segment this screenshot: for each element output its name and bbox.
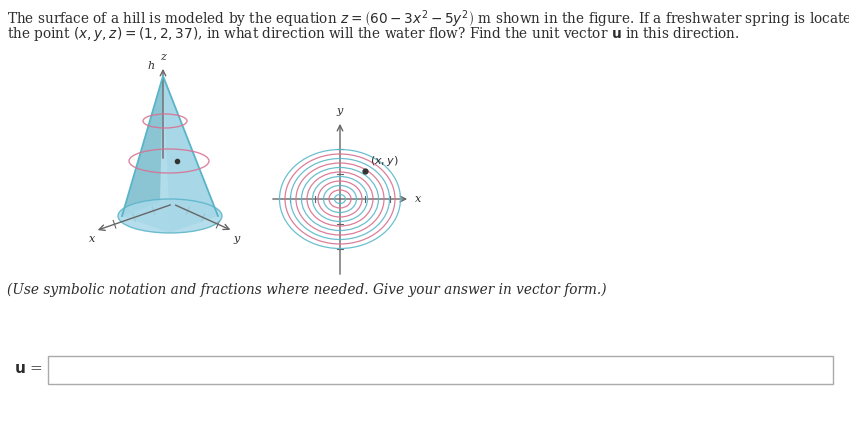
FancyBboxPatch shape — [48, 356, 833, 384]
Text: x: x — [415, 194, 421, 204]
Text: y: y — [337, 106, 343, 116]
Ellipse shape — [118, 199, 222, 233]
Text: h: h — [148, 61, 155, 71]
Polygon shape — [122, 76, 218, 233]
Polygon shape — [122, 76, 163, 216]
Text: (Use symbolic notation and fractions where needed. Give your answer in vector fo: (Use symbolic notation and fractions whe… — [7, 283, 607, 297]
Text: $\mathbf{u}$ =: $\mathbf{u}$ = — [14, 362, 42, 376]
Polygon shape — [163, 76, 218, 231]
Text: The surface of a hill is modeled by the equation $z = \left(60 - 3x^2 - 5y^2\rig: The surface of a hill is modeled by the … — [7, 8, 849, 29]
Text: the point $(x, y, z) = (1, 2, 37)$, in what direction will the water flow? Find : the point $(x, y, z) = (1, 2, 37)$, in w… — [7, 25, 739, 43]
Text: $(x,y)$: $(x,y)$ — [370, 154, 399, 168]
Text: z: z — [160, 52, 166, 62]
Text: y: y — [233, 234, 240, 244]
Text: x: x — [89, 234, 95, 244]
